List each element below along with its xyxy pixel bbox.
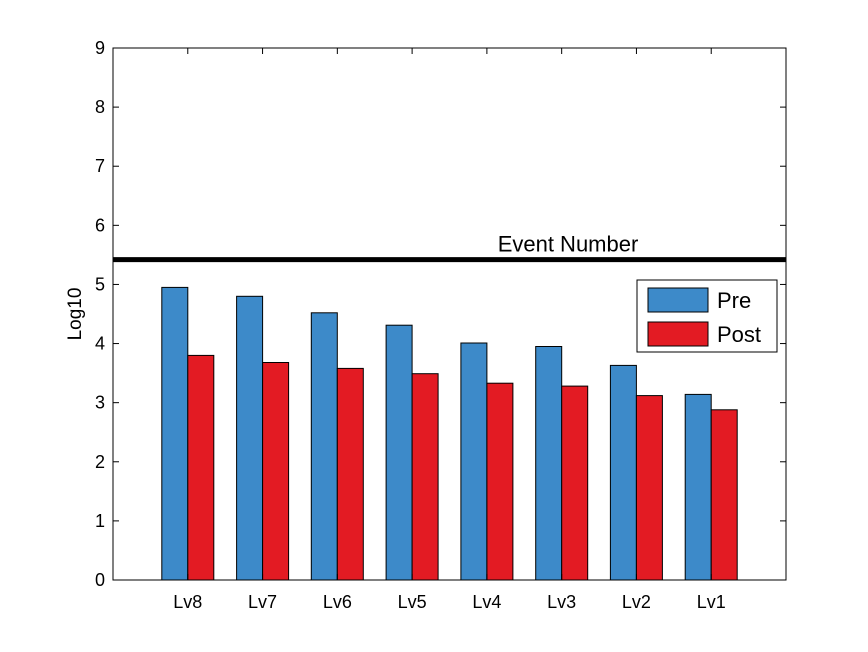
bar-pre-lv5	[385, 324, 413, 581]
bar-post-lv4	[486, 382, 514, 581]
x-tick-label: Lv5	[398, 592, 427, 612]
legend-label-post: Post	[717, 322, 761, 347]
x-tick-label: Lv2	[622, 592, 651, 612]
y-tick-label: 6	[95, 215, 105, 235]
x-tick-label: Lv8	[173, 592, 202, 612]
bar-post-lv2	[635, 395, 663, 581]
y-tick-label: 0	[95, 570, 105, 590]
x-tick-group: Lv8 Lv7 Lv6 Lv5 Lv4 Lv3 Lv2 Lv1	[173, 48, 726, 612]
y-tick-label: 4	[95, 334, 105, 354]
x-tick-label: Lv3	[547, 592, 576, 612]
x-tick-label: Lv1	[697, 592, 726, 612]
axes-box	[112, 47, 787, 581]
bar-post-lv1	[710, 409, 738, 581]
y-tick-label: 9	[95, 38, 105, 58]
bar-pre-lv8	[161, 286, 189, 581]
bar-post-lv6	[336, 367, 364, 581]
bar-group	[161, 286, 738, 581]
bar-pre-lv1	[684, 393, 712, 581]
event-number-label: Event Number	[498, 232, 639, 257]
axes-group	[112, 47, 787, 581]
bar-post-lv7	[262, 362, 290, 581]
bar-pre-lv3	[535, 346, 563, 581]
bar-pre-lv7	[236, 295, 264, 581]
x-tick-label: Lv4	[472, 592, 501, 612]
y-tick-label: 2	[95, 452, 105, 472]
bar-post-lv5	[411, 373, 439, 581]
legend-swatch-post	[647, 321, 709, 347]
legend-label-pre: Pre	[717, 288, 751, 313]
y-tick-label: 8	[95, 97, 105, 117]
x-tick-label: Lv6	[323, 592, 352, 612]
y-axis-label: Log10	[65, 288, 86, 341]
y-tick-label: 3	[95, 393, 105, 413]
legend: Pre Post	[636, 279, 778, 353]
reference-line-group: Event Number	[113, 232, 786, 263]
y-tick-label: 5	[95, 274, 105, 294]
y-tick-label: 7	[95, 156, 105, 176]
bar-post-lv8	[187, 354, 215, 581]
y-tick-group: 0 1 2 3 4 5 6 7 8 9	[95, 38, 786, 590]
bar-pre-lv6	[310, 312, 338, 581]
y-tick-label: 1	[95, 511, 105, 531]
bar-pre-lv4	[460, 342, 488, 581]
legend-swatch-pre	[647, 287, 709, 313]
bar-pre-lv2	[609, 364, 637, 581]
x-tick-label: Lv7	[248, 592, 277, 612]
bar-post-lv3	[561, 385, 589, 581]
